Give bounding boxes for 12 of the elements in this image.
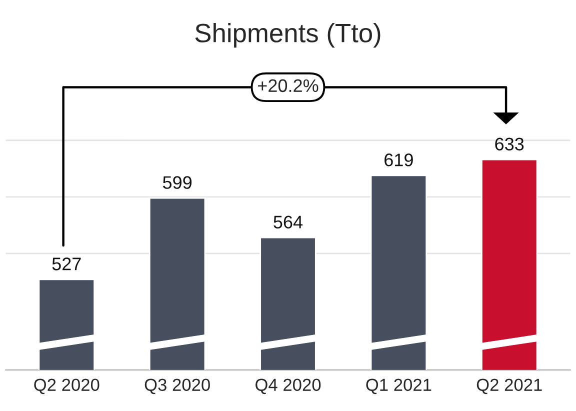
data-label: 527 [52,258,81,270]
x-tick-label: Q2 2020 [34,378,100,394]
data-label: 633 [495,138,524,150]
annotation: +20.2% [258,79,318,92]
x-tick-label: Q2 2021 [476,378,542,394]
data-label: 564 [274,216,303,228]
x-tick-label: Q1 2021 [366,378,432,394]
data-label: 619 [384,154,413,166]
x-tick-label: Q4 2020 [256,378,321,394]
chart-title: Shipments (Tto) [195,23,380,48]
data-label: 599 [162,176,192,189]
x-tick-label: Q3 2020 [144,378,210,394]
